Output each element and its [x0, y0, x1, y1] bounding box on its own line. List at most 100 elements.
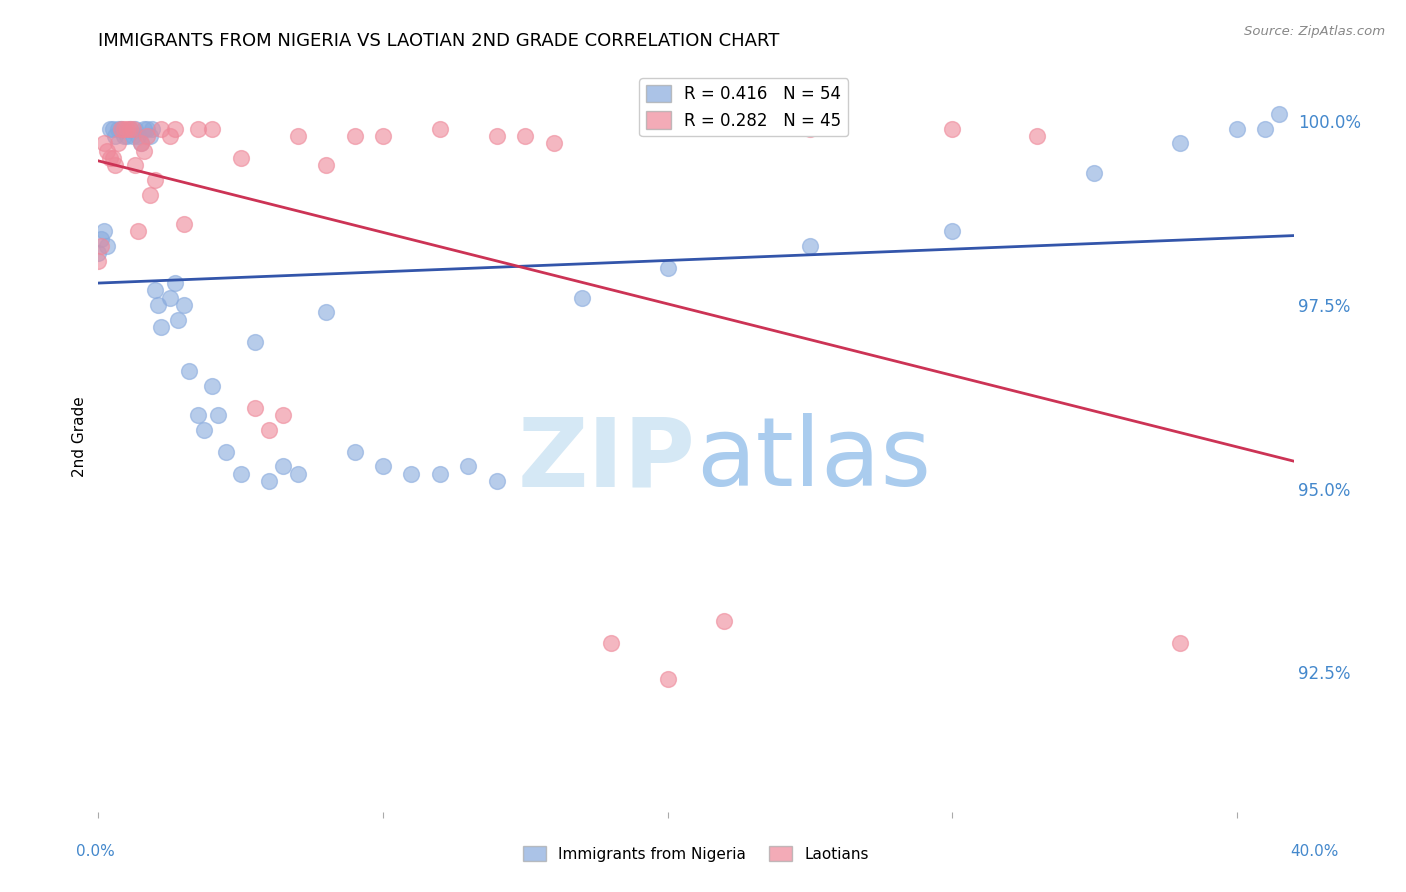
Point [127, 224, 149, 238]
Point [135, 128, 157, 143]
Point [287, 128, 309, 143]
Point [571, 291, 593, 305]
Point [1026, 128, 1049, 143]
Point [110, 121, 132, 136]
Point [87, 246, 110, 260]
Point [599, 636, 621, 650]
Y-axis label: 2nd Grade: 2nd Grade [72, 397, 87, 477]
Point [941, 121, 963, 136]
Point [343, 128, 366, 143]
Text: ZIP: ZIP [517, 413, 696, 506]
Point [457, 459, 479, 474]
Point [273, 459, 295, 474]
Point [167, 312, 190, 326]
Point [115, 128, 138, 143]
Point [159, 128, 181, 143]
Point [132, 144, 155, 158]
Point [1254, 121, 1277, 136]
Point [287, 467, 309, 481]
Point [229, 467, 252, 481]
Point [173, 217, 195, 231]
Point [193, 423, 215, 437]
Point [90, 232, 112, 246]
Legend: R = 0.416   N = 54, R = 0.282   N = 45: R = 0.416 N = 54, R = 0.282 N = 45 [640, 78, 848, 136]
Point [201, 121, 224, 136]
Point [515, 128, 537, 143]
Point [101, 151, 124, 165]
Point [90, 239, 112, 253]
Point [201, 378, 224, 392]
Point [187, 408, 209, 422]
Point [98, 121, 121, 136]
Point [101, 121, 124, 136]
Point [96, 239, 118, 253]
Point [129, 136, 152, 151]
Point [315, 158, 337, 172]
Point [187, 121, 209, 136]
Point [107, 136, 129, 151]
Point [371, 128, 394, 143]
Point [229, 151, 252, 165]
Point [429, 121, 451, 136]
Point [118, 121, 141, 136]
Point [1168, 636, 1191, 650]
Point [543, 136, 565, 151]
Point [107, 121, 129, 136]
Point [87, 253, 110, 268]
Point [207, 408, 229, 422]
Point [138, 128, 160, 143]
Text: IMMIGRANTS FROM NIGERIA VS LAOTIAN 2ND GRADE CORRELATION CHART: IMMIGRANTS FROM NIGERIA VS LAOTIAN 2ND G… [98, 32, 780, 50]
Point [148, 298, 170, 312]
Point [143, 283, 166, 297]
Point [401, 467, 423, 481]
Point [124, 158, 146, 172]
Point [93, 224, 115, 238]
Point [343, 444, 366, 458]
Point [1268, 107, 1291, 121]
Point [429, 467, 451, 481]
Point [110, 121, 132, 136]
Point [118, 121, 141, 136]
Point [159, 291, 181, 305]
Point [104, 128, 127, 143]
Point [485, 474, 508, 488]
Point [371, 459, 394, 474]
Text: Source: ZipAtlas.com: Source: ZipAtlas.com [1244, 25, 1385, 38]
Point [121, 121, 143, 136]
Point [713, 614, 735, 628]
Point [657, 673, 679, 687]
Text: atlas: atlas [696, 413, 931, 506]
Point [104, 158, 127, 172]
Point [121, 128, 143, 143]
Point [1226, 121, 1249, 136]
Point [138, 187, 160, 202]
Point [941, 224, 963, 238]
Point [112, 128, 135, 143]
Point [1083, 166, 1105, 180]
Point [141, 121, 163, 136]
Point [243, 334, 266, 349]
Point [173, 298, 195, 312]
Point [112, 121, 135, 136]
Point [96, 144, 118, 158]
Point [165, 121, 187, 136]
Point [98, 151, 121, 165]
Point [257, 423, 280, 437]
Point [215, 444, 238, 458]
Point [150, 121, 173, 136]
Point [129, 136, 152, 151]
Point [150, 319, 173, 334]
Point [273, 408, 295, 422]
Point [799, 121, 821, 136]
Point [1168, 136, 1191, 151]
Point [257, 474, 280, 488]
Point [165, 276, 187, 290]
Point [93, 136, 115, 151]
Point [135, 121, 157, 136]
Point [315, 305, 337, 319]
Point [115, 121, 138, 136]
Point [485, 128, 508, 143]
Text: 40.0%: 40.0% [1291, 845, 1339, 859]
Point [179, 364, 201, 378]
Point [124, 121, 146, 136]
